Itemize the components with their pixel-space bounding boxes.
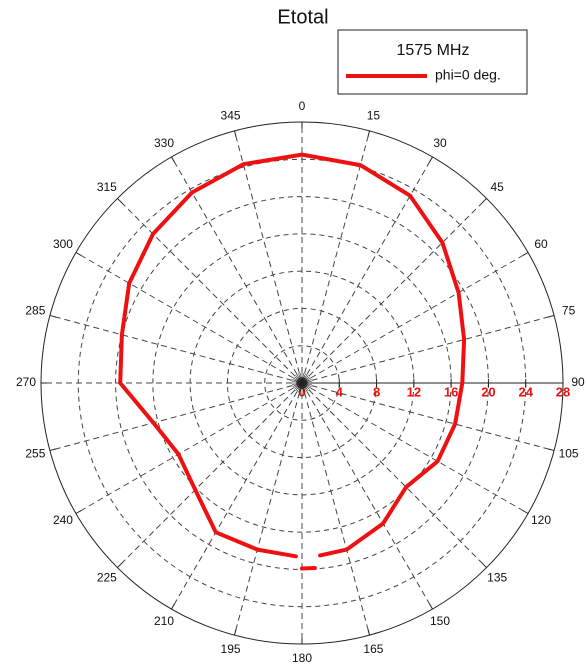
grid-spoke <box>301 382 529 514</box>
theta-tick-mark <box>117 198 123 204</box>
grid-spoke <box>301 382 555 452</box>
theta-tick-label: 60 <box>534 237 548 251</box>
theta-tick-mark <box>481 198 487 204</box>
theta-tick-mark <box>481 562 487 568</box>
theta-tick-label: 150 <box>430 614 450 628</box>
theta-tick-label: 180 <box>292 651 312 665</box>
grid-spoke <box>117 382 303 568</box>
grid-spoke <box>301 252 529 384</box>
theta-tick-mark <box>429 603 433 610</box>
legend-title: 1575 MHz <box>397 42 470 59</box>
theta-tick-label: 315 <box>97 180 117 194</box>
theta-tick-label: 0 <box>299 99 306 113</box>
grid-spoke <box>75 382 303 514</box>
theta-tick-mark <box>171 603 175 610</box>
theta-tick-label: 75 <box>562 304 576 318</box>
theta-tick-label: 240 <box>53 513 73 527</box>
theta-tick-mark <box>49 314 56 318</box>
grid-spoke <box>301 382 487 568</box>
theta-tick-mark <box>548 314 555 318</box>
theta-tick-mark <box>548 448 555 452</box>
grid-spoke <box>301 156 433 384</box>
grid-spoke <box>49 314 303 384</box>
grid-spoke <box>117 198 303 384</box>
grid-spoke <box>301 314 555 384</box>
theta-tick-label: 195 <box>221 642 241 656</box>
theta-tick-label: 30 <box>433 136 447 150</box>
theta-tick-mark <box>522 252 529 256</box>
theta-tick-mark <box>117 562 123 568</box>
grid-spoke <box>301 382 371 636</box>
legend-label: phi=0 deg. <box>435 67 501 83</box>
theta-tick-mark <box>367 629 371 636</box>
r-tick-label: 16 <box>444 384 458 399</box>
series-line <box>118 152 467 571</box>
grid-spoke <box>49 382 303 452</box>
grid-spoke <box>301 382 433 610</box>
grid-spoke <box>75 252 303 384</box>
theta-tick-label: 135 <box>487 570 507 584</box>
r-tick-label: 12 <box>407 384 421 399</box>
theta-tick-mark <box>75 252 82 256</box>
theta-tick-mark <box>429 156 433 163</box>
theta-tick-label: 330 <box>154 136 174 150</box>
center-mark <box>299 373 303 384</box>
theta-tick-mark <box>522 510 529 514</box>
grid-spoke <box>171 382 303 610</box>
theta-tick-label: 270 <box>16 375 36 389</box>
grid-spoke <box>233 382 303 636</box>
theta-tick-label: 120 <box>531 513 551 527</box>
theta-tick-mark <box>49 448 56 452</box>
r-tick-label: 24 <box>518 384 533 399</box>
theta-tick-label: 90 <box>571 375 585 389</box>
r-tick-label: 20 <box>481 384 495 399</box>
grid-spoke <box>233 130 303 384</box>
theta-tick-mark <box>75 510 82 514</box>
r-tick-label: 8 <box>373 384 380 399</box>
theta-tick-label: 285 <box>25 304 45 318</box>
theta-tick-label: 225 <box>97 570 117 584</box>
theta-tick-label: 45 <box>490 180 504 194</box>
theta-tick-label: 345 <box>221 109 241 123</box>
grid-spoke <box>301 198 487 384</box>
grid-spoke <box>171 156 303 384</box>
theta-tick-label: 300 <box>53 237 73 251</box>
chart-title: Etotal <box>277 6 328 28</box>
legend-box <box>337 29 528 95</box>
theta-tick-mark <box>171 156 175 163</box>
theta-tick-label: 105 <box>559 447 579 461</box>
theta-tick-mark <box>367 130 371 137</box>
r-tick-label: 28 <box>556 384 570 399</box>
theta-tick-label: 165 <box>363 642 383 656</box>
grid-spoke <box>301 130 371 384</box>
theta-tick-mark <box>233 130 237 137</box>
theta-tick-label: 15 <box>367 109 381 123</box>
theta-tick-mark <box>233 629 237 636</box>
theta-tick-label: 210 <box>154 614 174 628</box>
r-tick-label: 4 <box>336 384 344 399</box>
theta-tick-label: 255 <box>25 447 45 461</box>
